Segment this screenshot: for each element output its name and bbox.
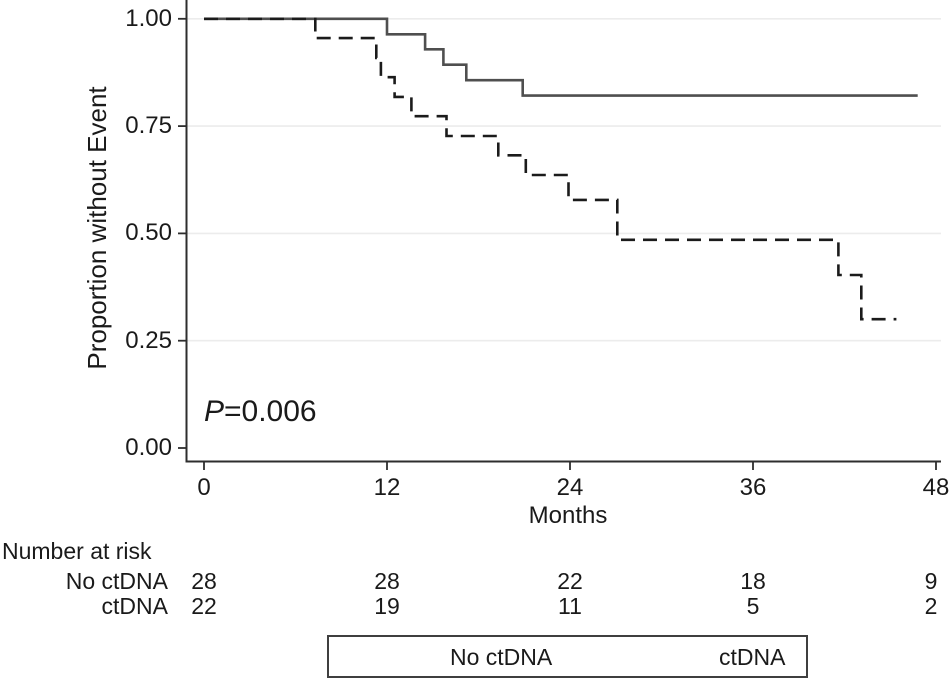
ctdna-survival-curve [204,17,897,321]
risk-count: 22 [557,568,583,594]
risk-count: 28 [374,568,400,594]
legend-box [327,635,808,678]
y-axis-tick-marks [178,17,186,449]
no-ctdna-survival-curve [204,17,918,97]
y-tick-label-100: 1.00 [125,5,172,32]
y-tick-label-025: 0.25 [125,327,172,354]
p-value-annotation: P=0.006 [204,395,317,429]
risk-count: 5 [746,593,760,619]
risk-table-title: Number at risk [2,538,152,564]
p-value-number: =0.006 [224,395,317,428]
y-tick-label-000: 0.00 [125,434,172,461]
y-tick-label-050: 0.50 [125,219,172,246]
legend-label-ctdna: ctDNA [719,644,786,670]
risk-count: 28 [191,568,217,594]
risk-count: 19 [374,593,400,619]
x-tick-label-48: 48 [922,474,950,501]
y-tick-label-075: 0.75 [125,112,172,139]
x-tick-label-36: 36 [739,474,767,501]
x-tick-label-24: 24 [556,474,584,501]
risk-count: 18 [740,568,766,594]
risk-count: 11 [558,593,582,619]
x-axis-title: Months [528,502,608,529]
risk-count: 2 [924,593,938,619]
gridlines [187,17,941,342]
risk-count: 22 [191,593,217,619]
x-tick-label-12: 12 [373,474,401,501]
x-tick-label-0: 0 [197,474,211,501]
p-value-symbol: P [204,395,225,428]
y-axis-title: Proportion without Event [82,86,112,370]
risk-count: 9 [924,568,938,594]
risk-row-label-ctdna: ctDNA [101,593,168,619]
risk-row-label-no-ctdna: No ctDNA [65,568,168,594]
x-axis-tick-marks [203,461,937,470]
legend-label-no-ctdna: No ctDNA [450,644,553,670]
